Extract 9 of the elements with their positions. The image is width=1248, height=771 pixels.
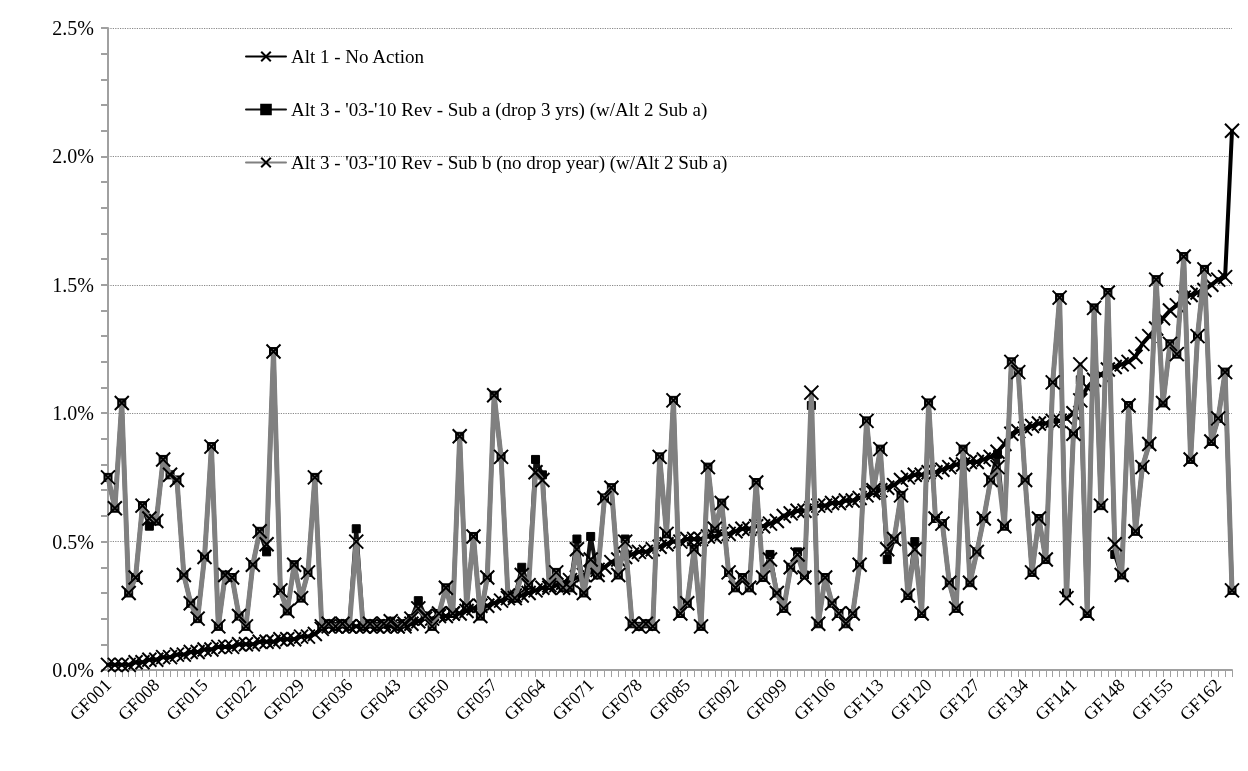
y-tick-label: 0.0% bbox=[52, 659, 94, 681]
legend-label: Alt 1 - No Action bbox=[291, 46, 425, 67]
y-tick-label: 2.5% bbox=[52, 17, 94, 39]
y-tick-label: 1.5% bbox=[52, 273, 94, 296]
legend-label: Alt 3 - '03-'10 Rev - Sub b (no drop year) (w/Alt 2 Sub a) bbox=[291, 152, 728, 174]
y-tick-label: 1.0% bbox=[52, 402, 94, 425]
y-tick-label: 0.5% bbox=[52, 530, 94, 553]
legend-label: Alt 3 - '03-'10 Rev - Sub a (drop 3 yrs) (w/Alt 2 Sub a) bbox=[291, 99, 708, 121]
y-tick-label: 2.0% bbox=[52, 145, 94, 168]
